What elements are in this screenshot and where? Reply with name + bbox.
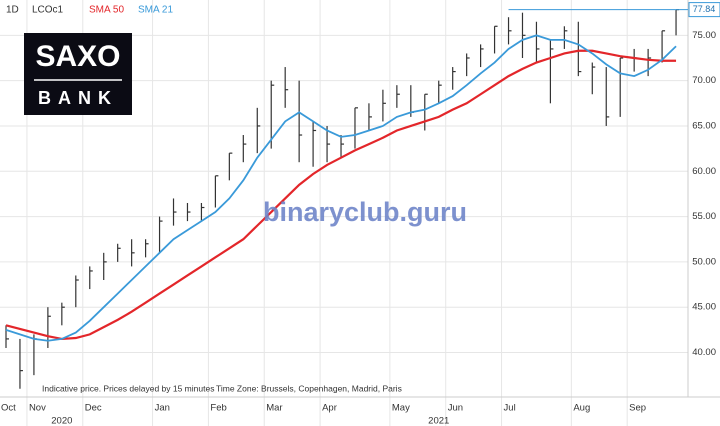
logo-top: SAXO <box>35 40 120 73</box>
last-price-label: 77.84 <box>693 4 716 14</box>
sma-line <box>5 49 677 341</box>
x-tick-label: Feb <box>210 403 226 414</box>
x-tick-label: May <box>392 403 410 414</box>
interval: 1D <box>6 5 19 16</box>
year-label: 2021 <box>428 416 449 426</box>
watermark: binaryclub.guru <box>263 197 467 227</box>
y-tick-label: 75.00 <box>692 30 716 41</box>
year-label: 2020 <box>51 416 72 426</box>
logo-box <box>24 33 132 115</box>
legend-sma50: SMA 50 <box>89 5 124 16</box>
logo-bottom: BANK <box>38 88 118 108</box>
note: Time Zone: Brussels, Copenhagen, Madrid,… <box>216 383 402 393</box>
y-tick-label: 45.00 <box>692 302 716 313</box>
y-tick-label: 60.00 <box>692 166 716 177</box>
x-tick-label: Jul <box>504 403 516 414</box>
x-tick-label: Apr <box>322 403 337 414</box>
y-tick-label: 40.00 <box>692 347 716 358</box>
x-tick-label: Dec <box>85 403 102 414</box>
y-tick-label: 55.00 <box>692 211 716 222</box>
x-tick-label: Mar <box>266 403 282 414</box>
note: Indicative price. Prices delayed by 15 m… <box>42 383 214 393</box>
sma-line <box>5 34 677 342</box>
plot-area <box>5 9 688 389</box>
y-tick-label: 70.00 <box>692 75 716 86</box>
x-tick-label: Nov <box>29 403 46 414</box>
x-tick-label: Jan <box>155 403 170 414</box>
x-tick-label: Aug <box>573 403 590 414</box>
legend-symbol: LCOc1 <box>32 5 64 16</box>
y-tick-label: 50.00 <box>692 256 716 267</box>
last-price-box <box>688 2 720 18</box>
x-tick-label: Jun <box>448 403 463 414</box>
y-tick-label: 65.00 <box>692 120 716 131</box>
legend-sma21: SMA 21 <box>138 5 173 16</box>
x-tick-label: Sep <box>629 403 646 414</box>
x-tick-label: Oct <box>1 403 16 414</box>
